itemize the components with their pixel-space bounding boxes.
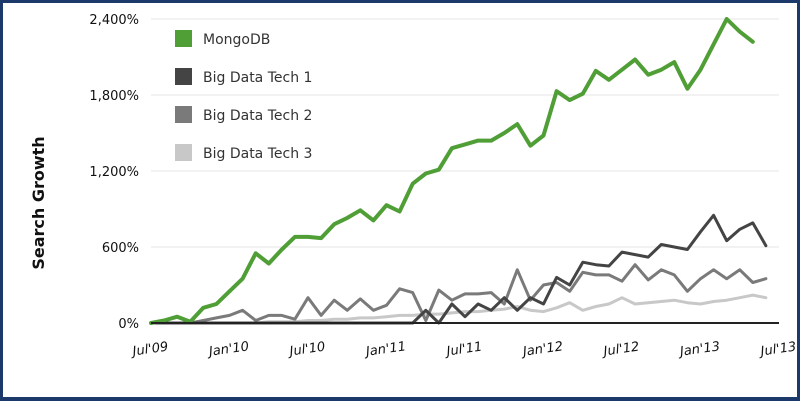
series-line-big-data-tech-1 xyxy=(149,213,768,325)
legend-swatch xyxy=(175,106,192,123)
y-tick-label: 1,800% xyxy=(89,89,139,104)
x-tick-label: Jul'10 xyxy=(286,340,327,360)
grid-lines xyxy=(151,18,779,248)
y-tick-label: 1,200% xyxy=(89,165,139,180)
y-tick-label: 2,400% xyxy=(89,13,139,28)
x-tick-label: Jan'11 xyxy=(362,339,407,360)
legend-label: MongoDB xyxy=(203,32,270,48)
legend-swatch xyxy=(175,68,192,85)
x-tick-label: Jul'09 xyxy=(129,340,170,360)
chart-frame: 0% 600% 1,200% 1,800% 2,400% Jul'09 Jan'10 Jul… xyxy=(3,3,797,397)
x-tick-label: Jan'13 xyxy=(676,339,721,360)
y-axis-ticks: 0% 600% 1,200% 1,800% 2,400% xyxy=(89,13,139,332)
x-tick-label: Jul'13 xyxy=(757,340,797,360)
search-growth-chart: 0%600%1,200%1,800%2,400% Jul'09 Jan'10 Jul… xyxy=(29,13,798,360)
y-tick-label: 0% xyxy=(118,317,139,332)
legend-label: Big Data Tech 1 xyxy=(203,70,312,86)
x-tick-label: Jan'12 xyxy=(519,339,564,360)
legend-label: Big Data Tech 3 xyxy=(203,146,312,162)
legend-label: Big Data Tech 2 xyxy=(203,108,312,124)
x-tick-label: Jul'11 xyxy=(443,340,484,360)
legend-swatch xyxy=(175,30,192,47)
x-tick-label: Jul'12 xyxy=(600,340,641,360)
series-line-big-data-tech-2 xyxy=(149,263,768,325)
x-tick-label: Jan'10 xyxy=(205,339,250,360)
x-axis-ticks: Jul'09 Jan'10 Jul'10 Jan'11 Jul'11 Jan'12 Jul'… xyxy=(129,339,798,360)
y-axis-label: Search Growth xyxy=(29,136,48,269)
series-line-mongodb xyxy=(149,17,755,325)
legend: MongoDB Big Data Tech 1 Big Data Tech 2 Big… xyxy=(175,30,312,162)
y-tick-label: 600% xyxy=(102,241,139,256)
legend-swatch xyxy=(175,144,192,161)
